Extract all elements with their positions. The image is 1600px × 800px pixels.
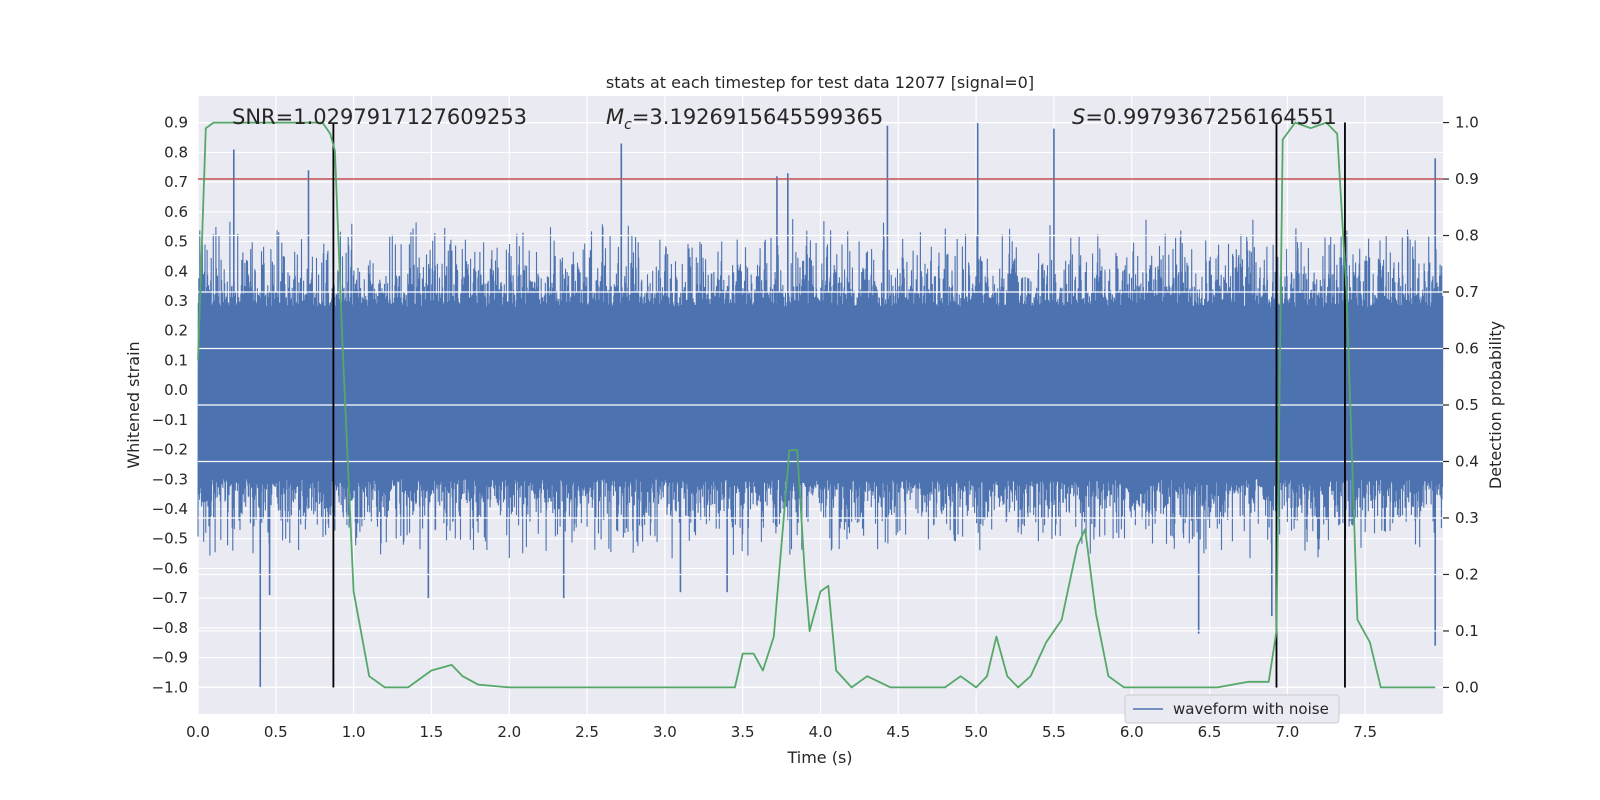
x-tick-label-9: 4.5 [886,723,910,741]
significance-value: =0.9979367256164551 [1085,105,1336,129]
y2-tick-label-8: 0.2 [1455,565,1479,583]
y-tick-label-17: −0.8 [152,619,188,637]
y-tick-label-5: 0.4 [164,262,188,280]
y2-tick-label-7: 0.3 [1455,509,1479,527]
x-axis-ticks: 0.0 0.5 1.0 1.5 2.0 2.5 3.0 3.5 4.0 4.5 5.0 5.5 6.0 6… [186,723,1377,741]
y-tick-label-7: 0.2 [164,322,188,340]
y-axis-ticks: 0.9 0.8 0.7 0.6 0.5 0.4 0.3 0.2 0.1 0.0 −0.1 −0.2 −0… [152,114,188,697]
x-tick-label-4: 2.0 [497,723,521,741]
y-tick-label-16: −0.7 [152,589,188,607]
y-tick-label-18: −0.9 [152,649,188,667]
chirp-mass-value: =3.1926915645599365 [632,105,883,129]
y2-tick-label-10: 0.0 [1455,678,1479,696]
y-tick-label-1: 0.8 [164,143,188,161]
y-tick-label-9: 0.0 [164,381,188,399]
y-tick-label-14: −0.5 [152,530,188,548]
y2-tick-label-9: 0.1 [1455,622,1479,640]
x-tick-label-8: 4.0 [809,723,833,741]
legend: waveform with noise [1124,694,1340,724]
x-axis-label: Time (s) [786,748,852,767]
x-tick-label-7: 3.5 [731,723,755,741]
y-tick-label-4: 0.5 [164,233,188,251]
y2-tick-label-1: 0.9 [1455,170,1479,188]
legend-box [1124,694,1340,724]
x-tick-label-0: 0.0 [186,723,210,741]
waveform-line [197,218,1444,559]
chart-title: stats at each timestep for test data 120… [606,73,1034,92]
waveform-series [197,122,1444,688]
x-tick-label-10: 5.0 [964,723,988,741]
y-tick-label-13: −0.4 [152,500,188,518]
y2-tick-label-6: 0.4 [1455,452,1479,470]
y2-tick-label-5: 0.5 [1455,396,1479,414]
x-tick-label-1: 0.5 [264,723,288,741]
y-tick-label-15: −0.6 [152,559,188,577]
detection-probability-series [197,121,1436,689]
y-axis-label: Whitened strain [124,341,143,468]
chirp-mass-symbol: M [606,105,624,129]
y2-axis-ticks: 1.0 0.9 0.8 0.7 0.6 0.5 0.4 0.3 0.2 0.1 0.0 [1443,114,1479,696]
chirp-mass-annotation: Mc=3.1926915645599365 [606,105,883,133]
x-tick-label-6: 3.0 [653,723,677,741]
x-tick-label-14: 7.0 [1275,723,1299,741]
y-tick-label-19: −1.0 [152,678,188,696]
y-tick-label-3: 0.6 [164,203,188,221]
x-tick-label-3: 1.5 [420,723,444,741]
legend-label: waveform with noise [1173,700,1329,718]
y2-axis-label: Detection probability [1486,321,1505,489]
x-tick-label-11: 5.5 [1042,723,1066,741]
detection-probability-line [197,121,1436,689]
y2-tick-label-0: 1.0 [1455,114,1479,132]
y-tick-label-2: 0.7 [164,173,188,191]
x-tick-label-15: 7.5 [1353,723,1377,741]
significance-symbol: S [1072,105,1085,129]
x-tick-label-12: 6.0 [1120,723,1144,741]
y2-tick-label-2: 0.8 [1455,227,1479,245]
y-tick-label-6: 0.3 [164,292,188,310]
significance-annotation: S=0.9979367256164551 [1072,105,1337,129]
snr-annotation: SNR=1.0297917127609253 [232,105,527,129]
y-tick-label-11: −0.2 [152,441,188,459]
y2-tick-label-3: 0.7 [1455,283,1479,301]
y-tick-label-8: 0.1 [164,351,188,369]
x-tick-label-13: 6.5 [1198,723,1222,741]
y2-tick-label-4: 0.6 [1455,340,1479,358]
x-tick-label-2: 1.0 [342,723,366,741]
x-tick-label-5: 2.5 [575,723,599,741]
y-tick-label-12: −0.3 [152,470,188,488]
chirp-mass-subscript: c [624,117,632,133]
y-tick-label-10: −0.1 [152,411,188,429]
y-tick-label-0: 0.9 [164,114,188,132]
